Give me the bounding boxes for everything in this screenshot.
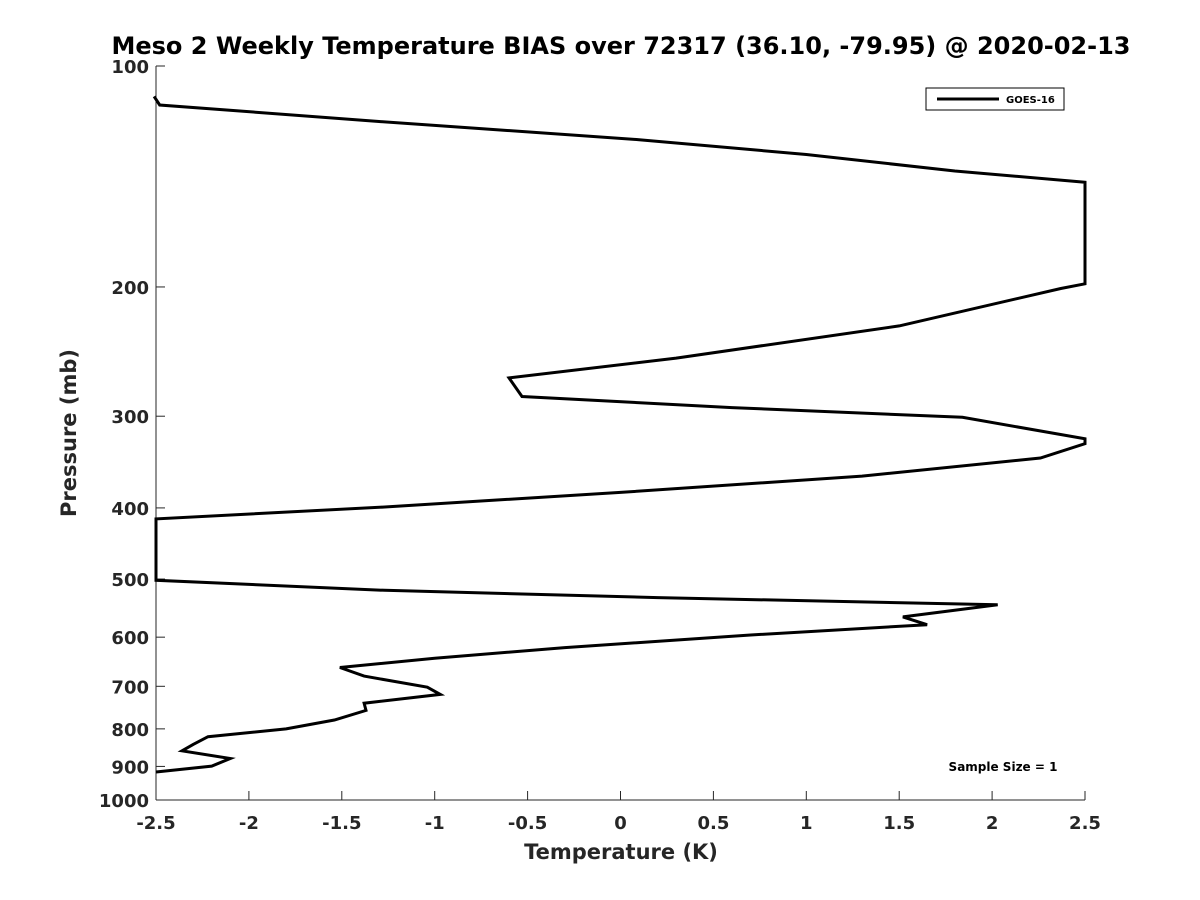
y-tick-label: 100 [111, 57, 149, 78]
x-tick-label: 2.5 [1069, 813, 1101, 834]
chart-title: Meso 2 Weekly Temperature BIAS over 7231… [111, 32, 1130, 60]
x-tick-label: 1.5 [883, 813, 915, 834]
axis-ticks: -2.5 -2 -1.5 -1 -0.5 0 0.5 1 1.5 2 2.5 100 200 300 400… [99, 57, 1101, 834]
y-tick-label: 1000 [99, 791, 149, 812]
x-axis-label: Temperature (K) [524, 840, 718, 864]
y-tick-label: 200 [111, 278, 149, 299]
x-tick-label: 2 [986, 813, 999, 834]
sample-size-annotation: Sample Size = 1 [949, 760, 1058, 774]
x-tick-label: -1.5 [322, 813, 361, 834]
x-tick-label: 0 [614, 813, 627, 834]
y-tick-label: 600 [111, 628, 149, 649]
legend: GOES-16 [925, 87, 1065, 111]
y-tick-label: 900 [111, 757, 149, 778]
y-tick-label: 500 [111, 570, 149, 591]
legend-label-goes-16: GOES-16 [1006, 95, 1055, 106]
x-tick-label: 1 [800, 813, 813, 834]
x-tick-label: -1 [425, 813, 445, 834]
y-tick-label: 300 [111, 407, 149, 428]
x-tick-label: -0.5 [508, 813, 547, 834]
y-tick-label: 700 [111, 677, 149, 698]
y-tick-label: 800 [111, 720, 149, 741]
x-tick-label: -2 [239, 813, 259, 834]
y-axis-label: Pressure (mb) [57, 349, 81, 517]
y-tick-label: 400 [111, 499, 149, 520]
series-line-goes-16 [152, 95, 1087, 774]
x-tick-label: 0.5 [697, 813, 729, 834]
x-tick-label: -2.5 [136, 813, 175, 834]
